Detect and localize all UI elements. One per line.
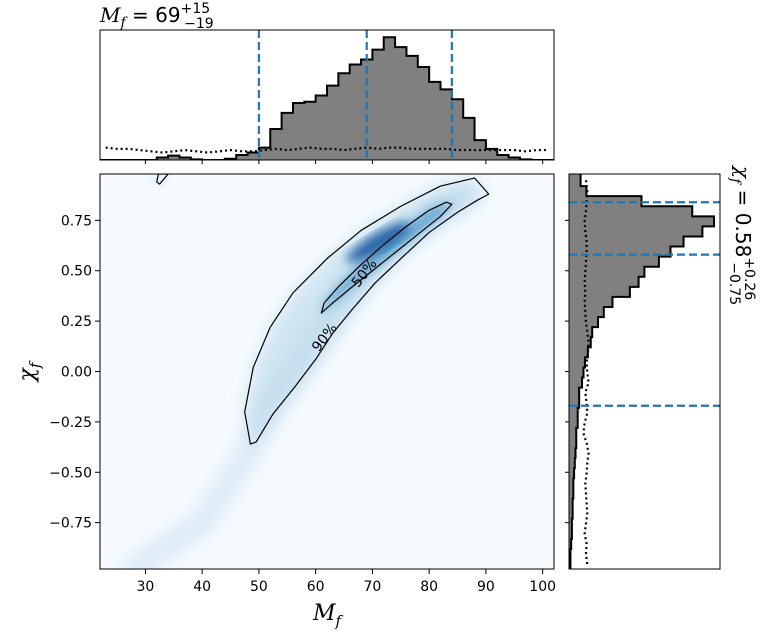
y-tick-label: 0.50 [61, 264, 92, 280]
x-axis-label: Mf [312, 601, 344, 630]
top-marginal-panel: Mf = 69+15 −19 [99, 1, 555, 164]
x-tick-label: 80 [420, 579, 438, 595]
top-panel-frame [99, 29, 555, 161]
contour-50pct [320, 201, 453, 314]
x-tick-label: 30 [136, 579, 154, 595]
density-90-region [244, 178, 489, 445]
contour-90pct [244, 177, 490, 445]
joint-background [100, 174, 554, 569]
x-tick-label: 70 [363, 579, 381, 595]
x-tick-label: 100 [529, 579, 556, 595]
y-tick-label: −0.50 [49, 465, 92, 481]
joint-panel: 50%90% 30 40 50 60 70 80 90 100−0.75−0.50−0.250… [15, 173, 556, 630]
x-tick-label: 90 [477, 579, 495, 595]
y-tick-label: 0.25 [61, 314, 92, 330]
y-tick-label: −0.25 [49, 415, 92, 431]
top-prior-line [105, 146, 549, 154]
y-tick-label: −0.75 [49, 516, 92, 532]
right-marginal-panel: χf = 0.58+0.26−0.75 [565, 164, 757, 570]
top-panel-title: Mf = 69+15 −19 [99, 1, 214, 32]
density-secondary-blob [149, 174, 170, 187]
top-posterior-step [100, 36, 554, 160]
contour-secondary [156, 174, 169, 185]
right-posterior-step [569, 174, 715, 569]
y-tick-label: 0.00 [61, 365, 92, 381]
density-peak [346, 222, 410, 263]
top-posterior-fill [100, 37, 554, 160]
y-axis-label: χf [15, 360, 44, 383]
y-tick-label: 0.75 [61, 213, 92, 229]
x-tick-label: 60 [307, 579, 325, 595]
x-tick-label: 50 [250, 579, 268, 595]
right-panel-title: χf = 0.58+0.26−0.75 [726, 164, 757, 305]
right-posterior-fill [569, 174, 714, 569]
x-tick-label: 40 [193, 579, 211, 595]
